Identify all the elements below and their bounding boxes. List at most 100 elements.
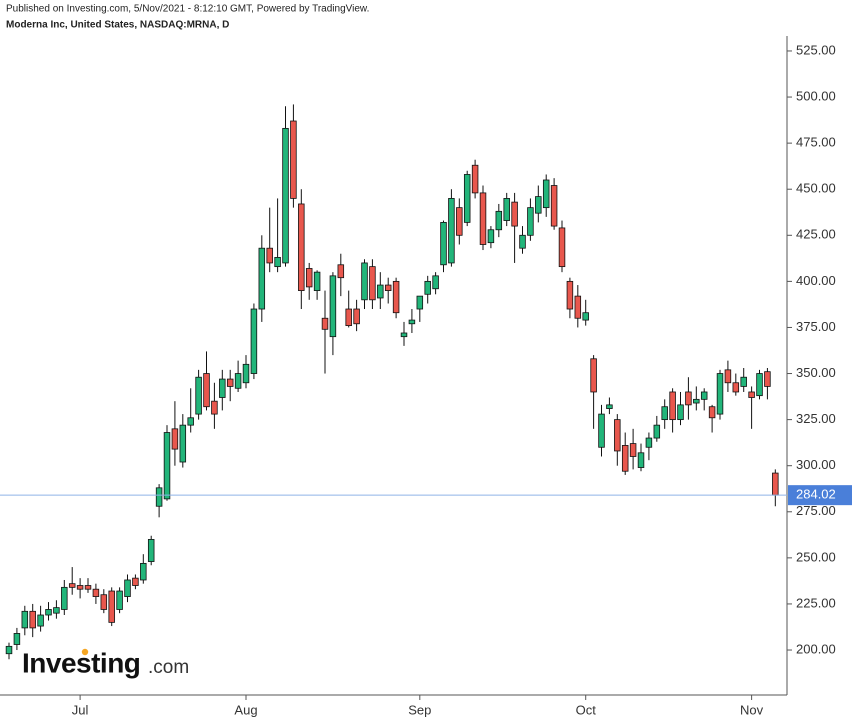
candle-body xyxy=(76,585,84,590)
y-tick-label: 275.00 xyxy=(796,503,836,518)
logo: Investing .com xyxy=(22,647,189,678)
candle-body xyxy=(677,404,684,421)
candle-body xyxy=(266,247,273,264)
y-tick-label: 525.00 xyxy=(796,42,836,57)
candle-body xyxy=(155,487,163,507)
candle-body xyxy=(234,373,242,389)
candle-body xyxy=(535,196,542,214)
candle-body xyxy=(140,562,147,581)
candle-body xyxy=(321,317,329,330)
candle-body xyxy=(693,398,700,404)
candle-body xyxy=(463,174,471,223)
candle-body xyxy=(195,376,202,415)
candle-body xyxy=(764,371,771,387)
y-tick-label: 500.00 xyxy=(796,88,836,103)
marks: 200.00 225.00 250.00 275.00 300.00 325.00 350.… xyxy=(0,42,852,717)
candle-body xyxy=(21,610,29,629)
candle-body xyxy=(369,266,376,301)
candle-body xyxy=(653,424,661,439)
logo-name: Investing xyxy=(22,647,140,678)
x-tick-label: Nov xyxy=(740,702,764,717)
candle-body xyxy=(479,192,487,245)
candle-body xyxy=(242,363,250,384)
candle-body xyxy=(448,198,455,264)
logo-dot xyxy=(81,648,89,656)
y-tick-label: 400.00 xyxy=(796,273,836,288)
candle-body xyxy=(550,185,558,227)
candle-body xyxy=(258,247,266,310)
candle-body xyxy=(219,378,226,398)
candle-body xyxy=(400,332,408,338)
candle-body xyxy=(61,586,68,610)
y-tick-label: 425.00 xyxy=(796,227,836,242)
candle-body xyxy=(353,308,360,325)
candle-body xyxy=(432,275,439,290)
candle-body xyxy=(511,201,518,227)
candle-body xyxy=(614,419,621,452)
x-tick-label: Oct xyxy=(576,702,597,717)
candle-body xyxy=(337,264,345,279)
candle-body xyxy=(756,373,763,397)
candle-body xyxy=(179,424,187,463)
candle-body xyxy=(495,210,503,231)
candle-body xyxy=(748,391,755,398)
candle-body xyxy=(574,295,582,319)
logo-suffix: .com xyxy=(148,657,189,678)
candle-body xyxy=(345,308,352,327)
candle-body xyxy=(606,404,613,409)
candle-body xyxy=(92,588,100,597)
candle-body xyxy=(203,373,210,408)
candle-body xyxy=(582,312,589,321)
candle-body xyxy=(424,280,431,295)
candle-body xyxy=(685,391,692,406)
x-tick-label: Aug xyxy=(234,702,257,717)
y-tick-label: 300.00 xyxy=(796,457,836,472)
candle-body xyxy=(629,443,637,457)
x-tick-label: Sep xyxy=(408,702,431,717)
candle-body xyxy=(708,406,716,419)
candle-body xyxy=(68,583,76,588)
candle-body xyxy=(416,295,424,310)
candle-body xyxy=(716,373,724,415)
y-tick-label: 250.00 xyxy=(796,549,836,564)
candle-body xyxy=(298,203,305,291)
candle-body xyxy=(282,127,289,264)
candle-body xyxy=(377,284,384,299)
candle-body xyxy=(13,633,21,645)
candle-body xyxy=(29,610,36,629)
candle-body xyxy=(621,445,629,472)
candle-body xyxy=(45,609,52,616)
candle-body xyxy=(171,428,179,450)
candle-body xyxy=(519,234,526,249)
candle-body xyxy=(732,382,740,393)
candle-body xyxy=(503,198,510,221)
y-tick-label: 375.00 xyxy=(796,319,836,334)
candle-body xyxy=(700,391,708,400)
candle-body xyxy=(724,369,732,384)
candle-body xyxy=(290,120,297,199)
candle-body xyxy=(5,645,13,655)
candle-body xyxy=(84,585,92,590)
candle-body xyxy=(637,452,645,468)
last-price-box xyxy=(788,485,852,506)
candle-body xyxy=(187,417,194,426)
candle-body xyxy=(329,275,337,338)
y-tick-label: 200.00 xyxy=(796,641,836,656)
y-tick-label: 350.00 xyxy=(796,365,836,380)
candle-body xyxy=(163,432,171,500)
candle-body xyxy=(37,614,44,627)
candle-body xyxy=(542,179,550,209)
candle-body xyxy=(361,262,368,301)
y-tick-label: 225.00 xyxy=(796,595,836,610)
candle-body xyxy=(740,376,747,387)
candle-body xyxy=(116,590,123,610)
candle-body xyxy=(250,308,258,374)
candle-body xyxy=(384,284,392,291)
candle-body xyxy=(456,207,463,236)
candle-body xyxy=(305,268,313,288)
candle-body xyxy=(274,257,281,268)
x-tick-label: Jul xyxy=(72,702,89,717)
candle-body xyxy=(558,227,566,268)
candle-body xyxy=(313,271,321,291)
